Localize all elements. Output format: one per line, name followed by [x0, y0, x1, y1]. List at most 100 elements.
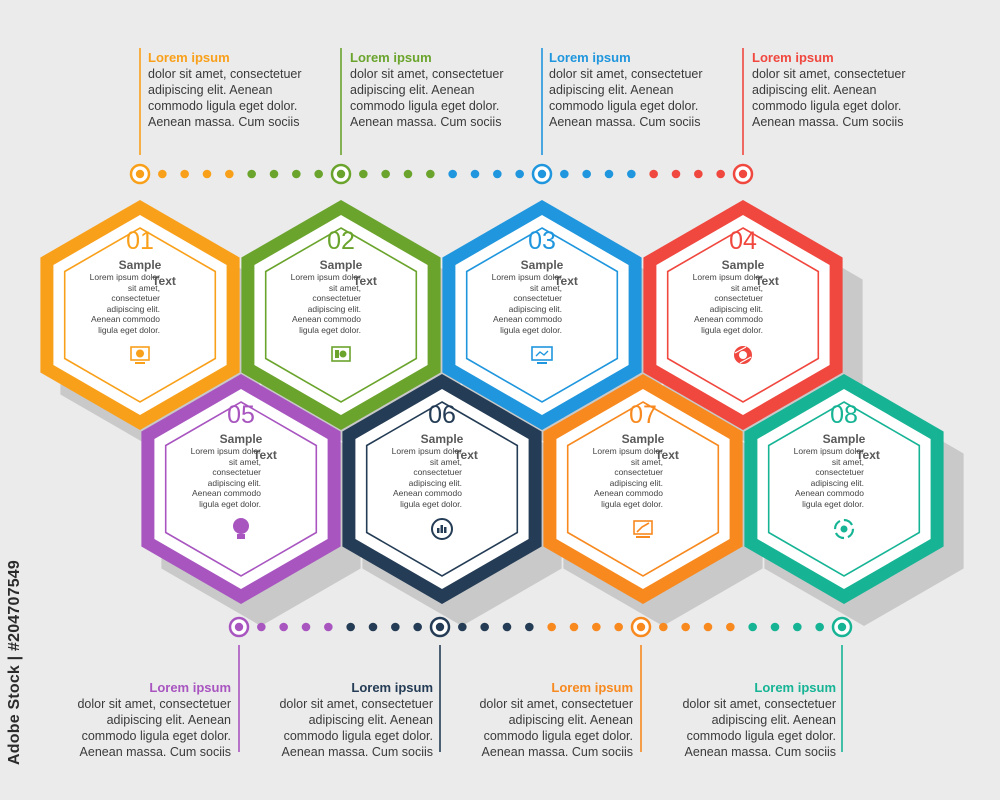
hexagon-sample-title: Sample Text	[65, 257, 215, 289]
hexagon-inner-outline	[465, 227, 619, 403]
connector-dot	[458, 622, 467, 632]
hexagon-number: 06	[428, 401, 456, 429]
board-bar	[335, 350, 339, 358]
hexagon-inner-outline	[164, 401, 318, 577]
hexagon-number: 05	[227, 401, 255, 429]
hexagon-inner	[455, 215, 629, 415]
marker-center	[435, 622, 445, 632]
connector-dot	[292, 169, 301, 179]
hexagon-04	[643, 200, 843, 430]
connector-dot	[815, 622, 824, 632]
sample-word: Sample	[319, 258, 363, 272]
bottom-callout: Lorem ipsum dolor sit amet, consectetuer …	[666, 680, 836, 760]
connector-dot	[368, 622, 378, 632]
hexagon-inner	[355, 389, 529, 589]
callout-body: dolor sit amet, consectetuer adipiscing …	[752, 67, 906, 129]
chart-bar	[444, 527, 447, 533]
hexagon-06	[342, 374, 542, 604]
sample-word: Sample	[822, 432, 866, 446]
hexagon-body-text: Lorem ipsum dolor sit amet, consectetuer…	[692, 272, 763, 335]
hexagon-inner	[556, 389, 730, 589]
hexagon-body-text: Lorem ipsum dolor sit amet, consectetuer…	[491, 272, 562, 335]
marker-center	[837, 622, 847, 632]
monitor-frame	[130, 346, 150, 361]
hexagon-sample-title: Sample Text	[166, 431, 316, 463]
callout-body: dolor sit amet, consectetuer adipiscing …	[77, 697, 231, 759]
connector-dot	[448, 169, 457, 179]
callout-body: dolor sit amet, consectetuer adipiscing …	[682, 697, 836, 759]
chart-bar	[437, 528, 440, 533]
connector-dot	[202, 169, 212, 179]
top-callout: Lorem ipsum dolor sit amet, consectetuer …	[148, 50, 318, 130]
hexagon-inner	[656, 215, 830, 415]
hexagon-05	[141, 374, 341, 604]
connector-dot	[470, 169, 480, 179]
hexagon-number: 01	[126, 227, 154, 255]
marker-center	[537, 169, 547, 179]
callout-body: dolor sit amet, consectetuer adipiscing …	[549, 67, 703, 129]
connector-dot	[391, 622, 400, 632]
connector-dot	[726, 622, 735, 632]
hexagon-number: 02	[327, 227, 355, 255]
callout-title: Lorem ipsum	[351, 680, 433, 695]
bottom-callout: Lorem ipsum dolor sit amet, consectetuer …	[263, 680, 433, 760]
callout-body: dolor sit amet, consectetuer adipiscing …	[350, 67, 504, 129]
stock-id-text: Adobe Stock | #204707549	[6, 560, 23, 765]
recycle-arrows-icon	[833, 518, 855, 540]
sample-word: Sample	[621, 432, 665, 446]
top-callout: Lorem ipsum dolor sit amet, consectetuer …	[752, 50, 922, 130]
connector-dot	[703, 622, 713, 632]
connector-dot	[426, 169, 435, 179]
hexagon-number: 03	[528, 227, 556, 255]
text-word: Text	[554, 274, 578, 288]
computer-screen-icon	[531, 346, 553, 364]
monitor-stand	[135, 362, 145, 364]
hexagon-inner	[154, 389, 328, 589]
connector-dot	[793, 622, 802, 632]
top-callout: Lorem ipsum dolor sit amet, consectetuer …	[350, 50, 520, 130]
connector-dot	[180, 169, 189, 179]
connector-dot	[269, 169, 279, 179]
connector-dot	[403, 169, 413, 179]
hexagon-inner	[757, 389, 931, 589]
bottom-callout: Lorem ipsum dolor sit amet, consectetuer …	[463, 680, 633, 760]
monitor-chart-icon	[130, 346, 150, 364]
callout-body: dolor sit amet, consectetuer adipiscing …	[148, 67, 302, 129]
growth-line	[636, 522, 650, 533]
chart-ring	[431, 518, 453, 540]
hexagon-inner-outline	[365, 401, 519, 577]
top-callout: Lorem ipsum dolor sit amet, consectetuer …	[549, 50, 719, 130]
connector-dot	[279, 622, 288, 632]
hexagon-number: 04	[729, 227, 757, 255]
connector-dot	[381, 169, 390, 179]
bulb-glass	[233, 518, 249, 534]
recycle-ring	[833, 518, 855, 540]
hexagon-sample-title: Sample Text	[668, 257, 818, 289]
text-word: Text	[655, 448, 679, 462]
connector-dot	[681, 622, 690, 632]
callout-title: Lorem ipsum	[754, 680, 836, 695]
text-word: Text	[755, 274, 779, 288]
sample-word: Sample	[118, 258, 162, 272]
connector-dot	[560, 169, 569, 179]
hexagon-body-text: Lorem ipsum dolor sit amet, consectetuer…	[290, 272, 361, 335]
hexagon-inner-outline	[566, 401, 720, 577]
connector-dot	[493, 169, 502, 179]
connector-dot	[359, 169, 368, 179]
hexagon-number: 07	[629, 401, 657, 429]
board-chart	[339, 350, 347, 358]
callout-body: dolor sit amet, consectetuer adipiscing …	[279, 697, 433, 759]
connector-dot	[770, 622, 780, 632]
hexagon-inner-outline	[63, 227, 217, 403]
hexagon-sample-title: Sample Text	[769, 431, 919, 463]
connector-dot	[314, 169, 323, 179]
hexagon-inner	[53, 215, 227, 415]
sample-word: Sample	[219, 432, 263, 446]
connector-dot	[547, 622, 556, 632]
connector-dot	[748, 622, 757, 632]
connector-dot	[614, 622, 623, 632]
connector-dot	[301, 622, 311, 632]
hexagon-01	[40, 200, 240, 430]
